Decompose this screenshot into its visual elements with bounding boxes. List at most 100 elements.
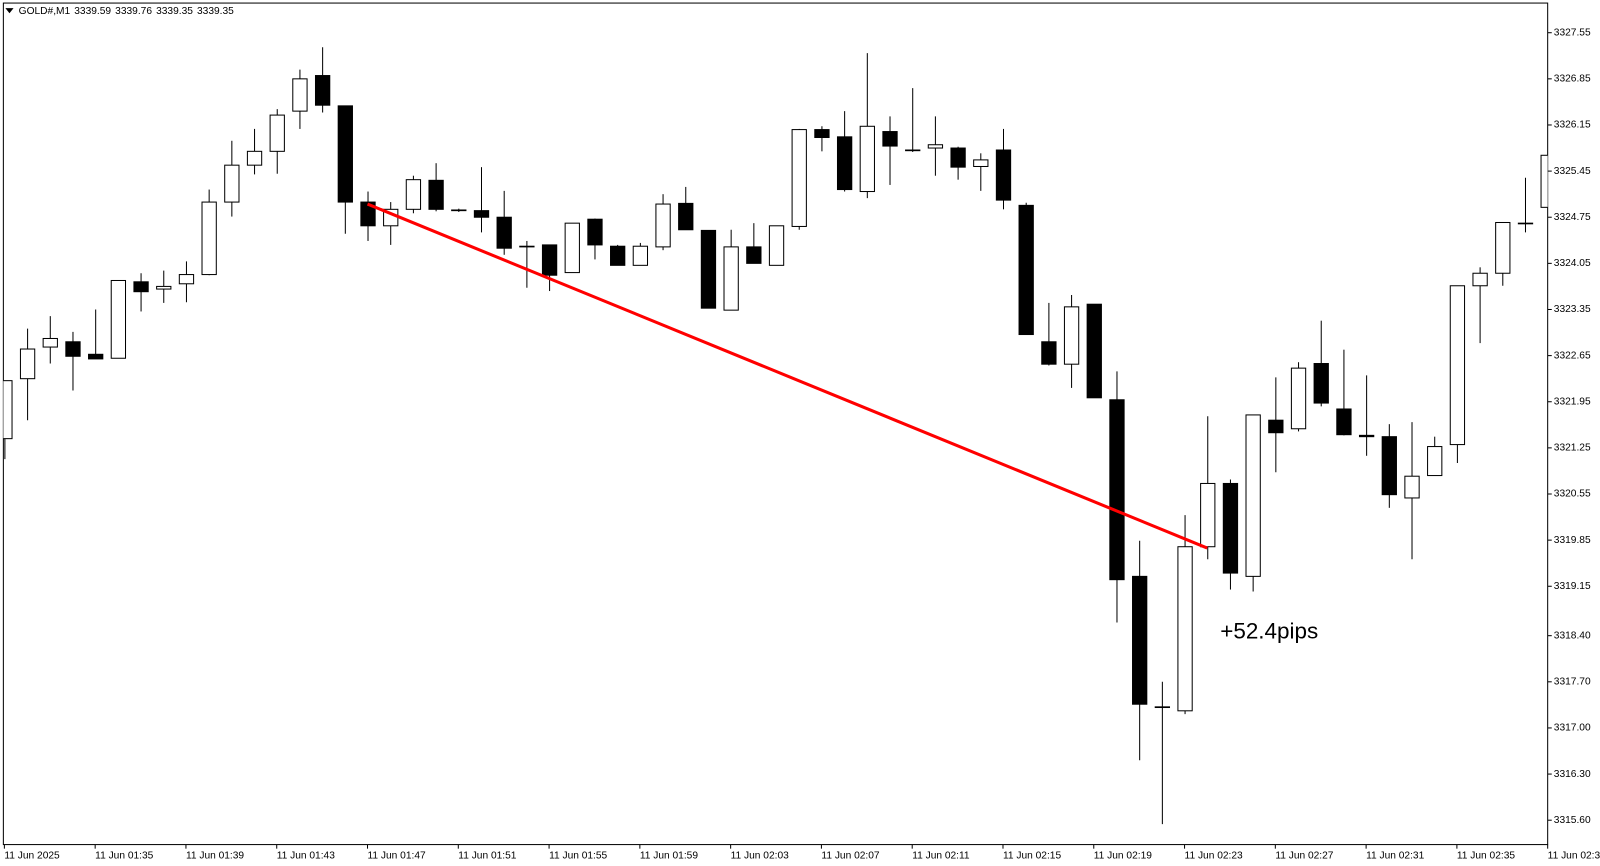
x-tick-label: 11 Jun 02:15 bbox=[1003, 850, 1061, 861]
candle-body bbox=[768, 225, 785, 266]
annotation: +52.4pips bbox=[1220, 618, 1318, 643]
y-tick-label: 3327.55 bbox=[1554, 27, 1591, 38]
y-tick-label: 3323.35 bbox=[1554, 304, 1591, 315]
x-tick-label: 11 Jun 02:31 bbox=[1366, 850, 1424, 861]
candle-body bbox=[723, 246, 739, 311]
candle-body bbox=[836, 136, 853, 191]
x-tick-label: 11 Jun 02:23 bbox=[1185, 850, 1243, 861]
chart-header: GOLD#,M1 3339.59 3339.76 3339.35 3339.35 bbox=[19, 6, 234, 17]
candle-body bbox=[882, 131, 898, 147]
x-tick-label: 11 Jun 02:27 bbox=[1275, 850, 1333, 861]
chart-title: GOLD#,M1 bbox=[19, 6, 71, 17]
candle-body bbox=[3, 380, 13, 440]
y-tick-label: 3322.65 bbox=[1554, 350, 1591, 361]
y-tick-label: 3318.40 bbox=[1554, 630, 1591, 641]
candle-body bbox=[156, 285, 172, 290]
candle-body bbox=[1336, 408, 1352, 436]
candle-body bbox=[496, 216, 512, 249]
candle-body bbox=[1086, 303, 1102, 399]
x-tick-label: 11 Jun 02:19 bbox=[1094, 850, 1152, 861]
candle-body bbox=[1177, 546, 1193, 712]
y-tick-label: 3315.60 bbox=[1554, 815, 1591, 826]
candle-body bbox=[1472, 272, 1488, 287]
x-tick-label: 11 Jun 02:07 bbox=[821, 850, 879, 861]
candle-body bbox=[1427, 446, 1443, 477]
candle-body bbox=[632, 245, 649, 266]
candle-body bbox=[360, 201, 376, 227]
candle-body bbox=[405, 179, 422, 210]
candle-body bbox=[201, 201, 217, 276]
y-tick-label: 3324.05 bbox=[1554, 258, 1591, 269]
x-tick-label: 11 Jun 02:39 bbox=[1548, 850, 1600, 861]
candle-body bbox=[655, 203, 671, 248]
y-tick-label: 3319.15 bbox=[1554, 581, 1591, 592]
y-tick-label: 3319.85 bbox=[1554, 535, 1591, 546]
candle-body bbox=[1381, 436, 1397, 496]
y-tick-label: 3325.45 bbox=[1554, 166, 1591, 177]
candle-body bbox=[292, 78, 308, 112]
x-tick-label: 11 Jun 02:11 bbox=[912, 850, 970, 861]
candle-body bbox=[246, 150, 263, 166]
candle-body bbox=[337, 105, 353, 203]
header-value: 3339.59 bbox=[74, 6, 111, 17]
x-tick-label: 11 Jun 01:47 bbox=[368, 850, 426, 861]
candle-body bbox=[1449, 285, 1466, 446]
candle-body bbox=[791, 129, 807, 227]
candle-body bbox=[1222, 482, 1239, 574]
candle-body bbox=[1132, 575, 1148, 705]
candle-body bbox=[1540, 154, 1548, 208]
candle-body bbox=[65, 341, 81, 357]
candle-body bbox=[1517, 222, 1534, 225]
candle-body bbox=[42, 337, 58, 348]
header-value: 3339.76 bbox=[115, 6, 152, 17]
x-tick-label: 11 Jun 01:55 bbox=[549, 850, 607, 861]
candle-body bbox=[1495, 221, 1511, 274]
x-tick-label: 11 Jun 2025 bbox=[4, 850, 60, 861]
y-tick-label: 3317.00 bbox=[1554, 723, 1591, 734]
candle-body bbox=[905, 149, 921, 152]
candle-body bbox=[1268, 419, 1284, 434]
y-tick-label: 3320.55 bbox=[1554, 489, 1591, 500]
candle-body bbox=[269, 114, 285, 152]
x-tick-label: 11 Jun 01:59 bbox=[640, 850, 698, 861]
y-tick-label: 3321.25 bbox=[1554, 443, 1591, 454]
y-tick-label: 3316.30 bbox=[1554, 769, 1591, 780]
candle-body bbox=[133, 281, 149, 293]
x-tick-label: 11 Jun 02:35 bbox=[1457, 850, 1515, 861]
candle-body bbox=[746, 246, 762, 264]
candle-body bbox=[1290, 367, 1307, 430]
x-tick-label: 11 Jun 01:43 bbox=[277, 850, 335, 861]
candle-body bbox=[814, 129, 830, 139]
candle-body bbox=[451, 209, 467, 212]
x-tick-label: 11 Jun 01:51 bbox=[458, 850, 516, 861]
candle-body bbox=[1313, 363, 1329, 404]
candle-body bbox=[1154, 706, 1171, 709]
plot-frame bbox=[2, 2, 1549, 846]
candle-body bbox=[1018, 204, 1034, 336]
x-tick-label: 11 Jun 01:39 bbox=[186, 850, 244, 861]
candle-body bbox=[110, 279, 127, 359]
candle-body bbox=[564, 222, 580, 274]
trend-line bbox=[366, 202, 1208, 550]
candle-body bbox=[950, 147, 966, 168]
candle-body bbox=[1109, 399, 1125, 581]
menu-triangle bbox=[5, 8, 14, 14]
candle-body bbox=[1041, 341, 1057, 365]
x-tick-label: 11 Jun 01:35 bbox=[95, 850, 153, 861]
candle-body bbox=[314, 75, 331, 106]
candle-body bbox=[1063, 306, 1080, 365]
candle-body bbox=[428, 179, 444, 210]
candle-body bbox=[519, 245, 535, 248]
candle-body bbox=[700, 229, 717, 309]
candle-body bbox=[973, 159, 989, 167]
candle-body bbox=[1200, 482, 1216, 548]
y-tick-label: 3317.70 bbox=[1554, 676, 1591, 687]
header-value: 3339.35 bbox=[197, 6, 234, 17]
candle-body bbox=[541, 244, 558, 276]
candle-body bbox=[859, 125, 875, 193]
candle-body bbox=[927, 144, 944, 149]
plot-area bbox=[3, 47, 1548, 825]
candle-body bbox=[473, 210, 490, 218]
candle-body bbox=[178, 274, 195, 285]
